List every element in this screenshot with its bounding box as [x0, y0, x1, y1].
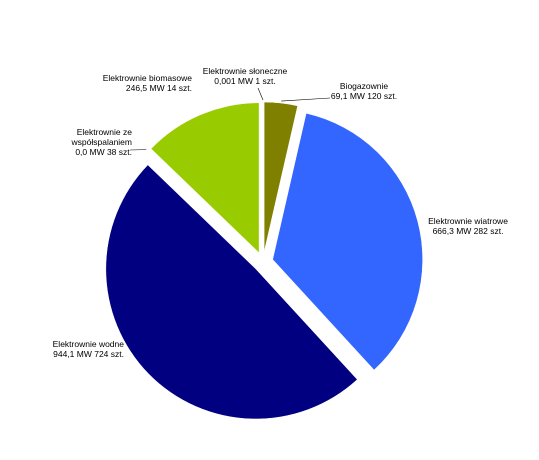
label-wind-name: Elektrownie wiatrowe [428, 216, 508, 226]
label-biogas: Biogazownie 69,1 MW 120 szt. [316, 81, 412, 101]
label-biomass: Elektrownie biomasowe 246,5 MW 14 szt. [76, 73, 192, 93]
slice-wind [272, 112, 423, 371]
label-wind: Elektrownie wiatrowe 666,3 MW 282 szt. [412, 216, 524, 236]
slice-biogas [263, 101, 298, 253]
slice-hydro [105, 164, 358, 420]
leader-solar [257, 87, 264, 101]
label-cofiring: Elektrownie ze współspalaniem 0,0 MW 38 … [40, 127, 132, 157]
label-solar-detail: 0,001 MW 1 szt. [214, 76, 276, 86]
label-hydro-name: Elektrownie wodne [52, 339, 124, 349]
leader-biogas [281, 97, 331, 102]
label-hydro: Elektrownie wodne 944,1 MW 724 szt. [16, 339, 124, 359]
label-biogas-detail: 69,1 MW 120 szt. [330, 91, 398, 101]
label-wind-detail: 666,3 MW 282 szt. [432, 226, 504, 236]
label-biomass-detail: 246,5 MW 14 szt. [125, 83, 192, 93]
label-cofiring-detail: 0,0 MW 38 szt. [75, 147, 132, 157]
slice-biomass [150, 102, 260, 254]
label-biogas-name: Biogazownie [339, 81, 389, 91]
label-cofiring-name1: Elektrownie ze [76, 127, 132, 137]
label-cofiring-name2: współspalaniem [71, 137, 132, 147]
label-solar: Elektrownie słoneczne 0,001 MW 1 szt. [190, 66, 300, 86]
label-solar-name: Elektrownie słoneczne [202, 66, 288, 76]
label-hydro-detail: 944,1 MW 724 szt. [53, 349, 124, 359]
label-biomass-name: Elektrownie biomasowe [102, 73, 192, 83]
